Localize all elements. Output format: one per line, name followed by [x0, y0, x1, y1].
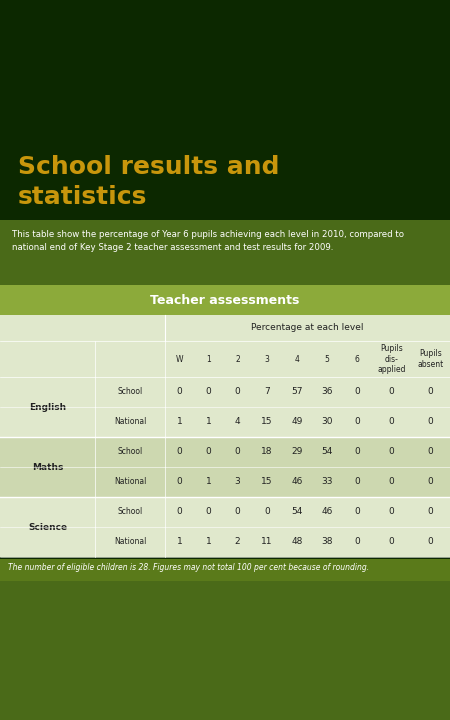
- Text: statistics: statistics: [18, 185, 148, 209]
- Text: 7: 7: [264, 387, 270, 397]
- Text: 15: 15: [261, 418, 273, 426]
- Text: School results and: School results and: [18, 155, 279, 179]
- Bar: [0, 581, 450, 720]
- Text: 2: 2: [235, 538, 240, 546]
- Text: 0: 0: [389, 448, 394, 456]
- Text: 29: 29: [291, 448, 303, 456]
- Text: School: School: [117, 387, 143, 397]
- Text: 0: 0: [234, 387, 240, 397]
- Text: National: National: [114, 418, 146, 426]
- Bar: [0, 315, 450, 341]
- Text: 0: 0: [428, 477, 433, 487]
- Text: The number of eligible children is 28. Figures may not total 100 per cent becaus: The number of eligible children is 28. F…: [8, 563, 369, 572]
- Text: 0: 0: [389, 508, 394, 516]
- Bar: [0, 559, 450, 581]
- Text: 0: 0: [354, 387, 360, 397]
- Text: 3: 3: [234, 477, 240, 487]
- Bar: [0, 220, 450, 280]
- Text: 0: 0: [389, 418, 394, 426]
- Bar: [0, 467, 450, 497]
- Text: 2: 2: [235, 354, 240, 364]
- Text: 0: 0: [354, 448, 360, 456]
- Text: 0: 0: [354, 418, 360, 426]
- Text: 5: 5: [324, 354, 329, 364]
- Bar: [0, 341, 450, 377]
- Text: 15: 15: [261, 477, 273, 487]
- Text: 0: 0: [389, 387, 394, 397]
- Text: 0: 0: [234, 508, 240, 516]
- Text: 0: 0: [428, 538, 433, 546]
- Text: 1: 1: [206, 538, 212, 546]
- Text: 0: 0: [176, 477, 182, 487]
- Text: 4: 4: [295, 354, 299, 364]
- Text: 48: 48: [291, 538, 303, 546]
- Text: 46: 46: [291, 477, 303, 487]
- Text: 11: 11: [261, 538, 273, 546]
- Text: Pupils
dis-
applied: Pupils dis- applied: [377, 344, 406, 374]
- Text: 0: 0: [428, 387, 433, 397]
- Text: Percentage at each level: Percentage at each level: [251, 323, 364, 333]
- Text: Teacher assessments: Teacher assessments: [150, 294, 300, 307]
- Text: 0: 0: [428, 418, 433, 426]
- Text: Science: Science: [28, 523, 67, 531]
- Text: 1: 1: [206, 477, 212, 487]
- Text: 0: 0: [354, 508, 360, 516]
- Text: 0: 0: [354, 477, 360, 487]
- Text: 54: 54: [321, 448, 333, 456]
- Text: 0: 0: [428, 448, 433, 456]
- Text: 3: 3: [265, 354, 270, 364]
- Text: English: English: [29, 402, 66, 412]
- Text: 38: 38: [321, 538, 333, 546]
- Text: National: National: [114, 477, 146, 487]
- Text: 30: 30: [321, 418, 333, 426]
- Text: W: W: [176, 354, 183, 364]
- Text: 33: 33: [321, 477, 333, 487]
- Text: 1: 1: [176, 538, 182, 546]
- Text: Pupils
absent: Pupils absent: [418, 349, 444, 369]
- Text: 0: 0: [354, 538, 360, 546]
- Text: 0: 0: [206, 508, 212, 516]
- Text: 0: 0: [428, 508, 433, 516]
- Text: School: School: [117, 448, 143, 456]
- Text: School: School: [117, 508, 143, 516]
- Bar: [0, 527, 450, 557]
- Text: 54: 54: [291, 508, 303, 516]
- Text: 1: 1: [206, 418, 212, 426]
- Text: 0: 0: [206, 387, 212, 397]
- Text: 18: 18: [261, 448, 273, 456]
- Text: 1: 1: [176, 418, 182, 426]
- Text: 46: 46: [321, 508, 333, 516]
- Text: This table show the percentage of Year 6 pupils achieving each level in 2010, co: This table show the percentage of Year 6…: [12, 230, 404, 252]
- Text: 0: 0: [176, 448, 182, 456]
- Bar: [0, 0, 450, 220]
- Text: 57: 57: [291, 387, 303, 397]
- Bar: [0, 437, 450, 467]
- Text: 0: 0: [264, 508, 270, 516]
- Text: 49: 49: [291, 418, 303, 426]
- Text: 0: 0: [176, 508, 182, 516]
- Text: Maths: Maths: [32, 462, 63, 472]
- Bar: [0, 285, 450, 315]
- Text: National: National: [114, 538, 146, 546]
- Text: 0: 0: [389, 538, 394, 546]
- Text: 0: 0: [234, 448, 240, 456]
- Bar: [0, 280, 450, 285]
- Text: 1: 1: [206, 354, 211, 364]
- Text: 6: 6: [355, 354, 360, 364]
- Bar: [0, 497, 450, 527]
- Text: 0: 0: [176, 387, 182, 397]
- Text: 0: 0: [206, 448, 212, 456]
- Bar: [0, 377, 450, 407]
- Text: 36: 36: [321, 387, 333, 397]
- Bar: [0, 407, 450, 437]
- Text: 0: 0: [389, 477, 394, 487]
- Text: 4: 4: [235, 418, 240, 426]
